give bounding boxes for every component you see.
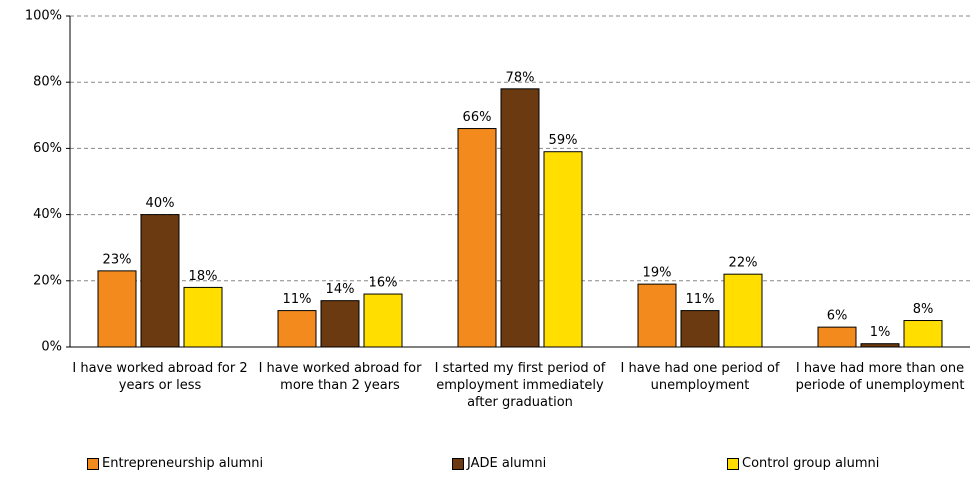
x-tick-label: I have had more than one periode of unem… (795, 361, 965, 393)
data-label: 18% (189, 269, 218, 284)
bar (363, 293, 403, 348)
x-tick-label: I have worked abroad for 2 years or less (72, 361, 248, 393)
data-label: 11% (686, 292, 715, 307)
data-label: 8% (913, 302, 934, 317)
bar (320, 300, 360, 348)
data-label: 11% (283, 292, 312, 307)
bar (183, 286, 223, 348)
bar (723, 273, 763, 348)
bar (277, 310, 317, 348)
bar (903, 320, 943, 348)
x-tick-label: I have worked abroad for more than 2 yea… (258, 361, 422, 393)
bar (637, 283, 677, 348)
legend-swatch (727, 457, 739, 470)
bar (457, 128, 497, 348)
y-tick-label: 40% (33, 207, 62, 222)
legend-label: Entrepreneurship alumni (102, 456, 264, 471)
legend-label: Control group alumni (742, 456, 880, 471)
data-label: 22% (729, 256, 758, 271)
x-tick-label: I have had one period of unemployment (620, 361, 780, 393)
bar (680, 310, 720, 348)
bar (500, 88, 540, 348)
y-tick-label: 20% (33, 273, 62, 288)
data-label: 19% (643, 266, 672, 281)
x-tick-label: I started my first period of employment … (434, 361, 606, 410)
y-tick-label: 100% (25, 9, 62, 24)
y-tick-label: 80% (33, 75, 62, 90)
legend-item: JADE alumni (452, 456, 546, 471)
bar (543, 151, 583, 348)
data-label: 40% (146, 196, 175, 211)
y-tick-label: 60% (33, 141, 62, 156)
data-label: 16% (369, 276, 398, 291)
data-label: 78% (506, 70, 535, 85)
legend-swatch (87, 457, 99, 470)
data-label: 14% (326, 282, 355, 297)
data-label: 66% (463, 110, 492, 125)
data-label: 1% (870, 325, 891, 340)
legend-swatch (452, 457, 464, 470)
bar (860, 343, 900, 348)
legend-label: JADE alumni (467, 456, 547, 471)
legend-item: Entrepreneurship alumni (87, 456, 263, 471)
bar (140, 214, 180, 348)
bar (817, 326, 857, 348)
data-label: 23% (103, 252, 132, 267)
bar (97, 270, 137, 348)
y-tick-label: 0% (41, 340, 62, 355)
legend-item: Control group alumni (727, 456, 879, 471)
data-label: 59% (549, 133, 578, 148)
data-label: 6% (827, 309, 848, 324)
